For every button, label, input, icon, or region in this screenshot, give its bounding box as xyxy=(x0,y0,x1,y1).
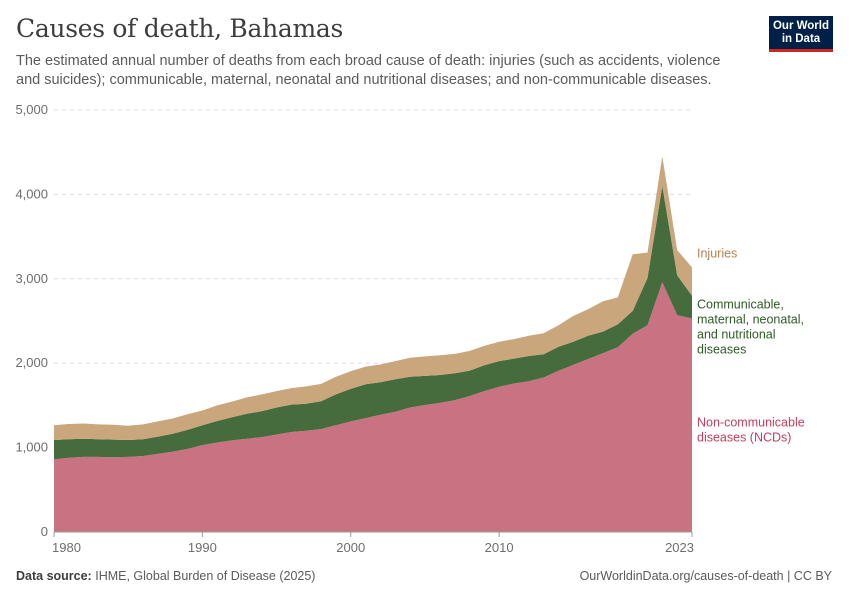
x-tick-label: 2000 xyxy=(336,540,365,555)
y-tick-label: 0 xyxy=(41,524,48,539)
page-subtitle: The estimated annual number of deaths fr… xyxy=(16,53,721,88)
series-label-line: Communicable, xyxy=(697,298,784,312)
data-source-label: Data source: xyxy=(16,569,92,583)
x-tick-label: 1980 xyxy=(52,540,81,555)
series-label-1: Communicable, maternal, neonatal, and nutr… xyxy=(697,298,804,357)
owid-logo[interactable]: Our World in Data xyxy=(769,16,833,52)
y-tick-label: 1,000 xyxy=(15,440,48,455)
series-label-2: Injuries xyxy=(697,246,737,260)
source-url-link[interactable]: OurWorldinData.org/causes-of-death | CC … xyxy=(579,569,832,583)
y-tick-label: 3,000 xyxy=(15,271,48,286)
logo-line-2: in Data xyxy=(781,33,821,45)
x-tick-label: 2023 xyxy=(665,540,694,555)
logo-line-1: Our World xyxy=(772,20,829,32)
series-label-line: diseases (NCDs) xyxy=(697,431,791,445)
x-tick-label: 2010 xyxy=(485,540,514,555)
series-labels: Non-communicable diseases (NCDs) Communica… xyxy=(697,246,805,444)
series-label-line: maternal, neonatal, xyxy=(697,313,804,327)
area-series-0[interactable] xyxy=(54,282,692,532)
y-tick-label: 4,000 xyxy=(15,186,48,201)
series-label-line: and nutritional xyxy=(697,328,776,342)
data-source-text: IHME, Global Burden of Disease (2025) xyxy=(95,569,316,583)
page-title: Causes of death, Bahamas xyxy=(16,14,344,43)
axes: 0 1,000 2,000 3,000 4,000 5,000 1980 1990 2000 20… xyxy=(15,102,694,555)
series-label-line: Non-communicable xyxy=(697,416,805,430)
area-series-group xyxy=(54,156,692,532)
y-tick-label: 5,000 xyxy=(15,102,48,117)
series-label-line: diseases xyxy=(697,343,746,357)
y-tick-label: 2,000 xyxy=(15,355,48,370)
area-series-1[interactable] xyxy=(54,186,692,460)
data-source: Data source: IHME, Global Burden of Dise… xyxy=(16,569,315,583)
series-label-0: Non-communicable diseases (NCDs) xyxy=(697,416,805,445)
series-label-line: Injuries xyxy=(697,246,737,260)
x-tick-label: 1990 xyxy=(188,540,217,555)
